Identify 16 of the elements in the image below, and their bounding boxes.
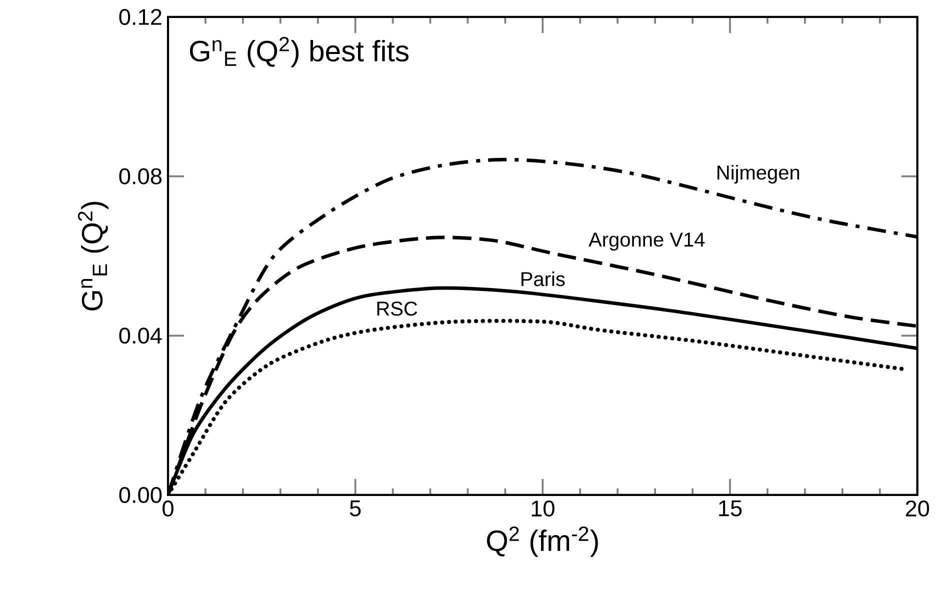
x-tick-label: 20 <box>906 500 930 517</box>
x-tick-label: 15 <box>719 500 742 516</box>
x-tick-label: 0 <box>162 500 174 517</box>
series-label: Nijmegen <box>718 164 800 184</box>
x-tick-label: 10 <box>532 500 554 517</box>
x-axis-title: Q$^{2}$ (fm$^{-2}$) <box>487 526 598 557</box>
series-label: Paris <box>522 272 565 286</box>
y-tick-label: 0.08 <box>119 168 162 184</box>
y-tick-label: 0.00 <box>119 486 162 504</box>
series-label: RSC <box>377 302 418 316</box>
y-tick-label: 0.04 <box>119 328 162 344</box>
y-axis-title: G$^{n}$$_{E}$ (Q$^{2}$) <box>78 202 108 310</box>
y-tick-label: 0.12 <box>119 8 162 26</box>
series-label: Argonne V14 <box>588 232 705 251</box>
x-tick-label: 5 <box>350 500 361 516</box>
annotation: G$^{n}$$_{E}$ (Q$^{2}$) best fits <box>190 36 409 68</box>
